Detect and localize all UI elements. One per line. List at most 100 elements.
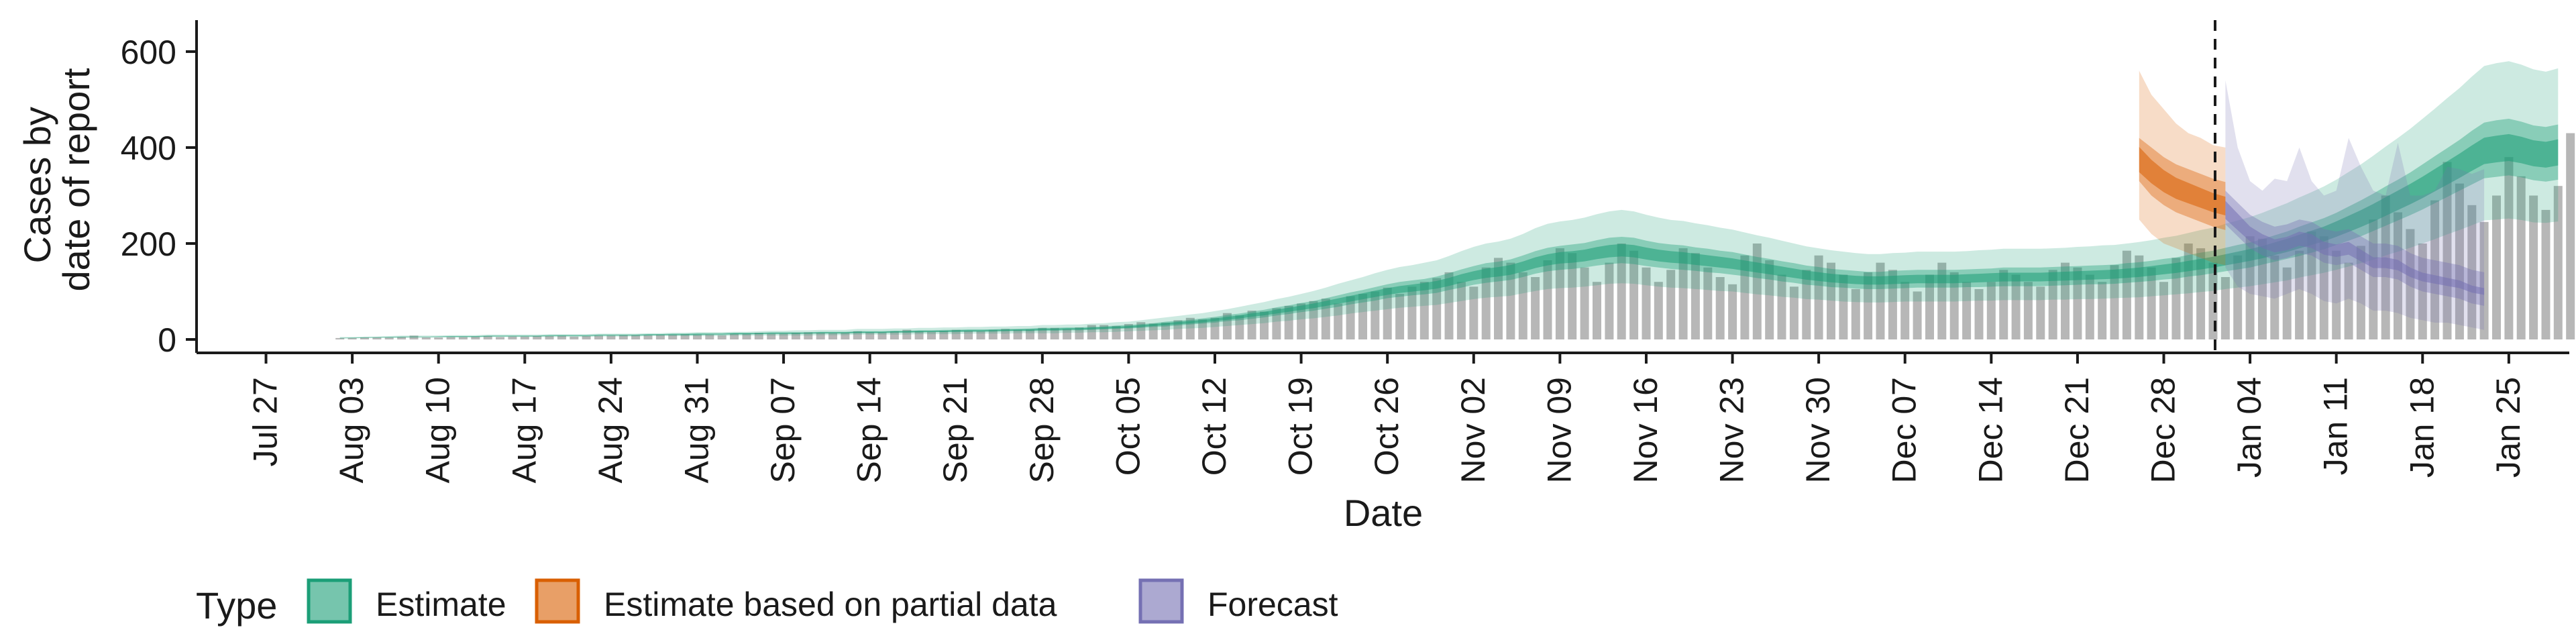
ribbon-50 <box>339 119 2559 339</box>
reported-bar <box>360 337 369 339</box>
reported-bar <box>557 335 566 339</box>
reported-bar <box>421 337 431 339</box>
reported-bar <box>1654 282 1663 339</box>
reported-bar <box>964 331 973 339</box>
x-tick-label: Sep 28 <box>1023 377 1061 483</box>
reported-bar <box>2443 162 2452 339</box>
ribbon-90 <box>339 61 2559 339</box>
reported-bar <box>1962 282 1972 339</box>
x-tick-label: Jan 18 <box>2403 377 2440 478</box>
reported-bar <box>1013 329 1022 339</box>
reported-bar <box>594 335 603 339</box>
reported-bar <box>2159 282 2168 339</box>
x-tick-label: Oct 19 <box>1282 377 1320 476</box>
reported-bar <box>853 331 862 339</box>
reported-bar <box>804 332 813 339</box>
reported-bar <box>914 331 924 339</box>
reported-bar <box>2479 221 2489 339</box>
reported-bar <box>1075 327 1084 339</box>
reported-bar <box>2196 248 2206 339</box>
reported-bar <box>434 337 443 339</box>
reported-bar <box>2516 176 2526 339</box>
reported-bar <box>754 333 763 339</box>
reported-bar <box>2541 209 2551 339</box>
reported-bar <box>828 333 837 339</box>
reported-bar <box>2061 262 2070 339</box>
x-tick-label: Jan 25 <box>2489 377 2527 478</box>
reported-bar <box>1173 320 1183 339</box>
reported-bar <box>2529 195 2538 339</box>
reported-bar <box>841 333 850 339</box>
reported-bar <box>2048 270 2057 339</box>
legend-item: Estimate based on partial data <box>535 578 1057 624</box>
x-tick-label: Aug 24 <box>592 377 629 483</box>
reported-bar <box>2418 244 2427 339</box>
reported-bar <box>1555 248 1564 339</box>
reported-bar <box>1690 253 1700 339</box>
y-tick-label: 400 <box>121 129 176 167</box>
reported-bar <box>2307 231 2316 339</box>
legend-label: Estimate <box>376 586 506 623</box>
x-tick-label: Aug 03 <box>333 377 370 483</box>
reported-bar <box>939 331 949 339</box>
reported-bar <box>1050 327 1059 339</box>
y-ticks: 0 200 400 600 <box>121 34 197 359</box>
reported-bar <box>680 334 690 339</box>
reported-bar <box>2245 236 2255 339</box>
reported-bar <box>2369 219 2378 339</box>
reported-bar <box>1593 282 1601 339</box>
reported-bar <box>2258 238 2267 339</box>
reported-bar <box>1740 255 1750 339</box>
reported-bar <box>693 334 702 339</box>
x-tick-label: Dec 07 <box>1886 377 1923 483</box>
reported-bar <box>1531 277 1540 339</box>
reported-bar <box>717 335 727 339</box>
reported-bar <box>1260 311 1269 339</box>
legend-label: Estimate based on partial data <box>604 586 1057 623</box>
x-tick-label: Nov 09 <box>1540 377 1578 483</box>
x-tick-label: Jul 27 <box>247 377 284 466</box>
reported-bar <box>2023 282 2033 339</box>
reported-bar <box>1481 267 1491 339</box>
reported-bar <box>1063 329 1072 339</box>
reported-bar <box>1568 253 1577 339</box>
reported-bar <box>1456 282 1466 339</box>
reported-bar <box>668 334 678 339</box>
legend-item: Estimate <box>307 578 506 624</box>
reported-bar <box>1383 287 1392 339</box>
x-axis-title: Date <box>1344 492 1423 534</box>
reported-bar <box>1395 294 1405 339</box>
x-tick-label: Dec 28 <box>2145 377 2182 483</box>
axes <box>195 20 2569 354</box>
reported-bar <box>1371 291 1380 339</box>
reported-bar <box>1148 323 1158 339</box>
reported-bar <box>767 333 776 339</box>
reported-bar <box>2394 212 2402 339</box>
reported-bar <box>1888 270 1897 339</box>
reported-bar <box>409 335 419 339</box>
x-tick-label: Oct 26 <box>1368 377 1405 476</box>
reported-bar <box>533 336 542 339</box>
reported-bar <box>1851 288 1860 339</box>
y-axis-title-line-1: Cases by <box>16 107 58 263</box>
reported-bar <box>2319 236 2328 339</box>
reported-bar <box>545 336 554 339</box>
reported-bar <box>1765 260 1774 339</box>
reported-bar <box>2036 286 2045 339</box>
reported-bar <box>1802 270 1811 339</box>
reported-bar <box>2085 274 2094 339</box>
reported-bar <box>2147 267 2156 339</box>
x-tick-label: Dec 14 <box>1972 377 2009 483</box>
reported-bar <box>2467 205 2477 339</box>
reported-bar <box>1925 274 1934 339</box>
reported-bar <box>2356 246 2365 339</box>
reported-bar <box>335 337 345 339</box>
reported-bar <box>1001 329 1010 339</box>
reported-bar <box>1284 305 1293 339</box>
reported-bar <box>520 336 529 339</box>
reported-bar <box>1321 299 1330 339</box>
reported-bar <box>2295 250 2304 339</box>
y-axis-title: Cases by date of report <box>16 68 97 292</box>
reported-bar <box>791 333 800 339</box>
